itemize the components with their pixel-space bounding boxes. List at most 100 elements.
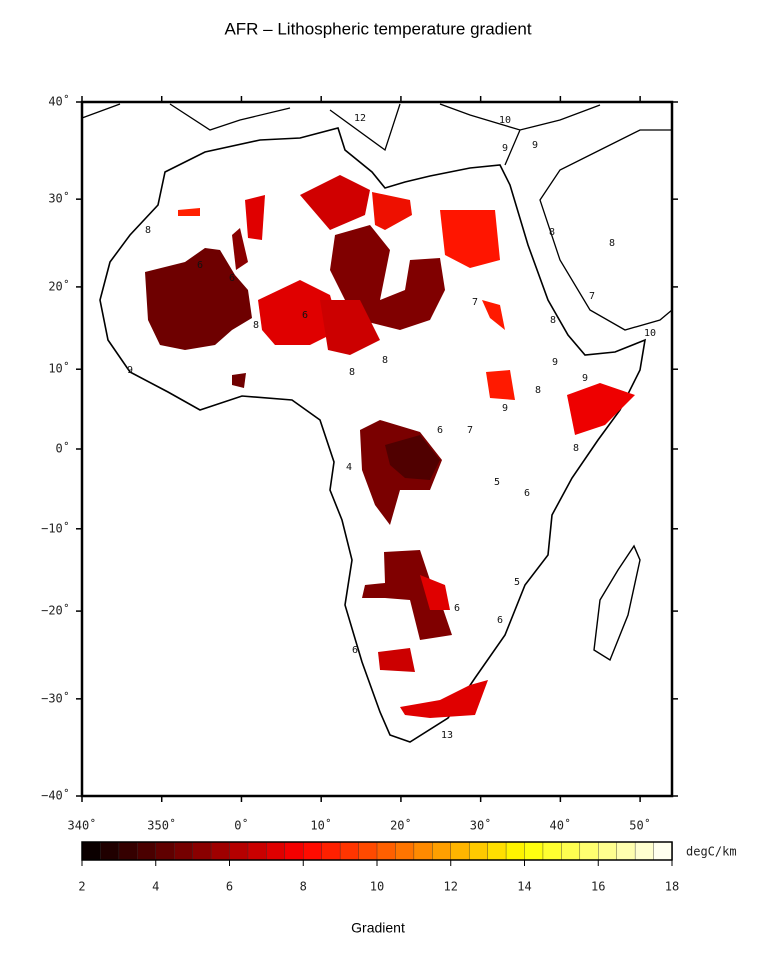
lon-tick-label: 350˚	[147, 818, 176, 833]
contour-label: 6	[302, 310, 308, 321]
colorbar-step	[524, 841, 544, 861]
colorbar-step	[487, 841, 507, 861]
contour-label: 9	[502, 403, 508, 414]
contour-label: 6	[497, 615, 503, 626]
contour-label: 10	[644, 328, 656, 339]
colorbar-step	[634, 841, 655, 861]
lat-tick-label: −20˚	[41, 603, 70, 618]
contour-label: 4	[346, 462, 352, 473]
lat-tick-label: 10˚	[48, 361, 70, 376]
contour-label: 6	[229, 273, 235, 284]
gradient-patch	[145, 248, 252, 350]
contour-label: 12	[354, 113, 366, 124]
gradient-patch	[320, 300, 380, 355]
colorbar-step	[432, 841, 452, 861]
contour-label: 8	[253, 320, 259, 331]
lon-tick-label: 340˚	[68, 818, 97, 833]
colorbar-tick-label: 16	[591, 880, 605, 894]
gradient-patch	[300, 175, 370, 230]
contour-label: 6	[197, 260, 203, 271]
europe-arabia	[81, 103, 673, 331]
lon-tick-label: 30˚	[470, 818, 492, 833]
contour-label: 8	[535, 385, 541, 396]
colorbar-tick-label: 14	[517, 880, 531, 894]
gradient-patch	[232, 228, 248, 270]
gradient-patch	[440, 210, 500, 268]
contour-label: 7	[589, 291, 595, 302]
colorbar-step	[100, 841, 120, 861]
madagascar	[593, 544, 641, 662]
gradient-patch	[567, 383, 635, 435]
lat-tick-label: −30˚	[41, 690, 70, 705]
colorbar-tick-label: 12	[444, 880, 458, 894]
gradient-patch	[178, 208, 200, 216]
contour-label: 8	[609, 238, 615, 249]
lat-tick-label: 0˚	[56, 441, 70, 456]
contour-label: 8	[549, 227, 555, 238]
colorbar-step	[376, 841, 397, 861]
colorbar-step	[284, 841, 304, 861]
axes: 40˚ 30˚ 20˚ 10˚ 0˚ −10˚ −20˚ −30˚ −40˚ 340˚ 350˚ 0˚…	[41, 94, 678, 833]
contour-label: 8	[349, 367, 355, 378]
contour-label: 9	[582, 373, 588, 384]
contour-label: 9	[552, 357, 558, 368]
gradient-patch	[378, 648, 415, 672]
gradient-patch	[245, 195, 265, 240]
colorbar-tick-label: 2	[78, 880, 85, 894]
gradient-patch	[486, 370, 515, 400]
gradient-patch	[372, 192, 412, 230]
lon-tick-label: 50˚	[629, 818, 651, 833]
gradient-patch	[420, 575, 450, 610]
colorbar-step	[192, 841, 212, 861]
colorbar: 2 4 6 8 10 12 14 16 18	[78, 841, 679, 894]
colorbar-tick-label: 8	[300, 880, 307, 894]
colorbar-label: Gradient	[351, 920, 405, 936]
contour-label: 9	[532, 140, 538, 151]
contour-label: 5	[494, 477, 500, 488]
colorbar-step	[303, 841, 323, 861]
colorbar-step	[505, 841, 526, 861]
colorbar-step	[395, 841, 415, 861]
colorbar-step	[155, 841, 175, 861]
contour-label: 8	[550, 315, 556, 326]
colorbar-step	[542, 841, 563, 861]
colorbar-tick-label: 6	[226, 880, 233, 894]
lat-tick-label: 20˚	[48, 278, 70, 293]
contour-label: 9	[502, 143, 508, 154]
lat-tick-label: −40˚	[41, 788, 70, 803]
lon-tick-label: 20˚	[390, 818, 412, 833]
colorbar-tick-label: 10	[370, 880, 384, 894]
contour-label: 8	[382, 355, 388, 366]
lat-tick-label: 30˚	[48, 191, 70, 206]
gradient-patch	[258, 280, 340, 345]
contour-label: 6	[352, 645, 358, 656]
contour-label: 6	[437, 425, 443, 436]
gradient-patch	[400, 680, 488, 718]
colorbar-step	[266, 841, 286, 861]
colorbar-step	[450, 841, 470, 861]
contour-label: 8	[573, 443, 579, 454]
colorbar-tick-label: 18	[665, 880, 679, 894]
contour-labels: 8 6 6 8 6 8 8 7 8 8 7 9 8 9 8 9 6 7 5 6 8 4 6 5 6 6 13 12 10 9 9 10 9	[127, 113, 656, 741]
colorbar-step	[81, 841, 102, 861]
colorbar-step	[616, 841, 636, 861]
colorbar-step	[137, 841, 157, 861]
lat-tick-label: 40˚	[48, 94, 70, 109]
contour-label: 7	[467, 425, 473, 436]
lat-tick-label: −10˚	[41, 520, 70, 535]
colorbar-step	[247, 841, 268, 861]
colorbar-step	[173, 841, 194, 861]
colorbar-step	[358, 841, 378, 861]
contour-label: 5	[514, 577, 520, 588]
contour-label: 10	[499, 115, 511, 126]
contour-label: 8	[145, 225, 151, 236]
lon-tick-label: 10˚	[310, 818, 332, 833]
colorbar-step	[118, 841, 139, 861]
colorbar-step	[468, 841, 489, 861]
gradient-patches	[145, 175, 635, 718]
lon-tick-label: 0˚	[234, 818, 248, 833]
contour-label: 13	[441, 730, 453, 741]
gradient-patch	[232, 373, 246, 388]
contour-label: 7	[472, 297, 478, 308]
